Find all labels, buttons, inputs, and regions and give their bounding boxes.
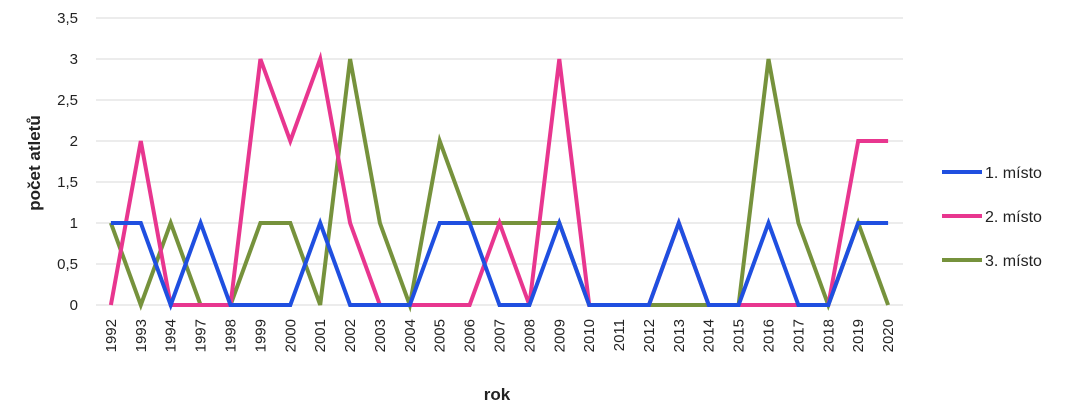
x-axis-tick-labels: 1992 1993 1994 1997 1998 1999 2000 2001 2002 2003… — [103, 319, 897, 352]
x-tick-label: 2017 — [790, 319, 807, 352]
x-tick-label: 2009 — [551, 319, 568, 352]
x-tick-label: 2008 — [521, 319, 538, 352]
y-tick-label: 3,5 — [57, 10, 78, 27]
x-tick-label: 1992 — [103, 319, 120, 352]
x-tick-label: 1999 — [252, 319, 269, 352]
series-line-2 — [108, 51, 889, 307]
x-tick-label: 2016 — [761, 319, 778, 352]
x-tick-label: 2010 — [581, 319, 598, 352]
x-tick-label: 2000 — [282, 319, 299, 352]
x-tick-label: 2005 — [432, 319, 449, 352]
legend: 1. místo 2. místo 3. místo — [942, 165, 1042, 270]
series-line-1 — [110, 217, 889, 311]
x-tick-label: 1994 — [163, 319, 180, 352]
x-tick-label: 2007 — [492, 319, 509, 352]
x-tick-label: 2003 — [372, 319, 389, 352]
series-lines — [108, 51, 890, 313]
y-tick-label: 2 — [70, 133, 78, 150]
legend-label: 3. místo — [985, 253, 1042, 270]
x-axis-title: rok — [484, 385, 511, 404]
x-tick-label: 2006 — [462, 319, 479, 352]
y-tick-label: 1 — [70, 215, 78, 232]
x-tick-label: 2013 — [671, 319, 688, 352]
x-tick-label: 1993 — [133, 319, 150, 352]
x-tick-label: 2020 — [880, 319, 897, 352]
legend-label: 1. místo — [985, 165, 1042, 182]
x-tick-label: 2004 — [402, 319, 419, 352]
x-tick-label: 2012 — [641, 319, 658, 352]
y-tick-label: 0 — [70, 297, 78, 314]
y-tick-label: 3 — [70, 51, 78, 68]
x-tick-label: 1998 — [223, 319, 240, 352]
x-tick-label: 2011 — [611, 319, 628, 351]
x-tick-label: 2018 — [820, 319, 837, 352]
y-axis-tick-labels: 0 0,5 1 1,5 2 2,5 3 3,5 — [57, 10, 78, 314]
x-tick-label: 2001 — [312, 319, 329, 352]
x-tick-label: 1997 — [193, 319, 210, 352]
legend-label: 2. místo — [985, 209, 1042, 226]
x-tick-label: 2015 — [731, 319, 748, 352]
x-tick-label: 2014 — [701, 319, 718, 352]
y-tick-label: 2,5 — [57, 92, 78, 109]
y-tick-label: 0,5 — [57, 256, 78, 273]
y-tick-label: 1,5 — [57, 174, 78, 191]
x-tick-label: 2019 — [850, 319, 867, 352]
x-tick-label: 2002 — [342, 319, 359, 352]
y-axis-title: počet atletů — [25, 115, 44, 210]
